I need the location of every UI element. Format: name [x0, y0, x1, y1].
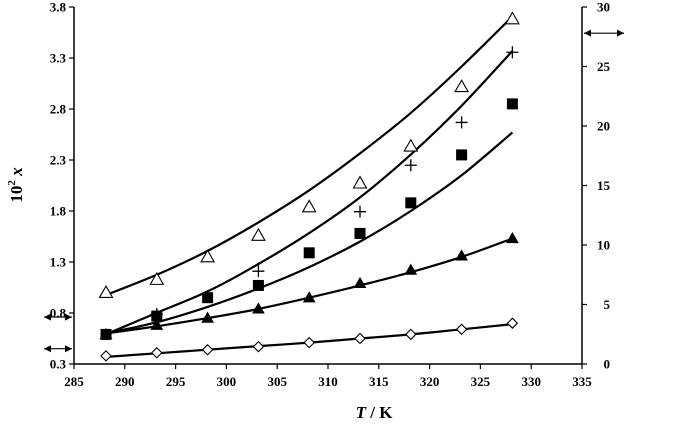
data-point-open-diamond [252, 340, 265, 353]
y2-tick-label: 10 [597, 238, 610, 253]
data-point-open-triangle [352, 175, 368, 189]
data-point-open-diamond [455, 323, 468, 336]
y2-tick-label: 5 [604, 297, 611, 312]
x-tick-label: 315 [369, 374, 389, 389]
x-tick-label: 300 [217, 374, 237, 389]
data-point-filled-square [252, 279, 264, 291]
data-point-filled-square [303, 247, 315, 259]
data-point-filled-triangle [150, 318, 164, 330]
data-point-filled-square [202, 292, 214, 304]
left-axis-indicator-arrow [44, 345, 72, 353]
y-tick-label: 3.3 [50, 51, 67, 66]
data-point-open-triangle [149, 271, 165, 285]
x-tick-label: 325 [471, 374, 491, 389]
fit-curve-open-triangle [105, 15, 514, 297]
data-points [98, 11, 520, 362]
data-point-filled-square [354, 227, 366, 239]
axis-indicator-arrows [44, 29, 624, 353]
data-point-filled-triangle [252, 302, 265, 314]
fit-curve-filled-square [105, 131, 514, 335]
data-point-filled-triangle [404, 263, 418, 275]
data-point-open-triangle [454, 79, 470, 93]
y-tick-label: 3.8 [50, 0, 67, 15]
y-tick-label: 2.3 [50, 153, 67, 168]
data-point-filled-square [456, 149, 468, 161]
y-axis-title: 102 x [6, 167, 26, 203]
x-tick-label: 320 [420, 374, 440, 389]
data-point-filled-square [506, 98, 518, 110]
data-point-plus [455, 116, 468, 129]
data-point-plus [506, 46, 519, 59]
x-axis-title: T / K [356, 403, 394, 422]
data-point-open-diamond [506, 317, 519, 329]
data-point-filled-triangle [302, 291, 316, 303]
y-tick-label: 1.3 [50, 255, 67, 270]
fit-curve-plus [105, 50, 514, 336]
data-point-filled-triangle [353, 276, 367, 289]
right-axis-indicator-arrow [584, 29, 624, 37]
data-point-plus [252, 265, 265, 278]
x-tick-label: 285 [64, 374, 84, 389]
data-point-filled-triangle [99, 327, 113, 340]
data-point-open-diamond [354, 332, 366, 345]
y-axis-left: 0.3 0.8 1.3 1.8 2.3 2.8 3.3 3.8 [50, 0, 74, 372]
data-point-open-triangle [403, 138, 419, 152]
x-tick-label: 310 [318, 374, 338, 389]
y2-tick-label: 0 [604, 357, 611, 372]
x-tick-label: 295 [166, 374, 186, 389]
y-tick-label: 1.8 [50, 204, 67, 219]
data-point-open-triangle [200, 249, 216, 263]
x-tick-label: 330 [521, 374, 541, 389]
data-point-open-diamond [303, 336, 315, 349]
y2-tick-label: 20 [597, 119, 610, 134]
x-tick-label: 305 [267, 374, 287, 389]
data-point-open-triangle [98, 284, 114, 299]
y-axis-right: 0 5 10 15 20 25 30 [582, 0, 611, 372]
y-tick-label: 2.8 [50, 102, 67, 117]
data-point-open-triangle [504, 11, 520, 25]
y2-tick-label: 15 [597, 178, 611, 193]
data-point-plus [354, 205, 367, 218]
data-point-open-diamond [405, 328, 417, 341]
y2-tick-label: 30 [597, 0, 610, 15]
y2-tick-label: 25 [597, 59, 611, 74]
data-point-open-diamond [151, 347, 163, 359]
data-point-open-triangle [250, 227, 266, 241]
fit-curves [105, 15, 514, 358]
y-tick-label: 0.3 [50, 357, 67, 372]
data-point-filled-square [151, 310, 163, 322]
x-tick-label: 335 [572, 374, 592, 389]
x-axis: 285 290 295 300 305 310 315 320 325 330 335 [64, 364, 592, 389]
data-point-filled-square [405, 197, 417, 209]
data-point-open-triangle [301, 199, 317, 213]
left-axis-indicator-arrow [44, 313, 72, 321]
data-point-plus [404, 159, 417, 172]
data-point-filled-triangle [201, 311, 214, 323]
data-point-filled-triangle [506, 232, 519, 244]
plot-frame [73, 7, 583, 365]
data-point-open-diamond [201, 343, 214, 356]
y-tick-label: 0.8 [50, 306, 67, 321]
data-point-open-diamond [100, 350, 112, 362]
data-point-filled-triangle [455, 249, 468, 261]
x-tick-label: 290 [115, 374, 135, 389]
